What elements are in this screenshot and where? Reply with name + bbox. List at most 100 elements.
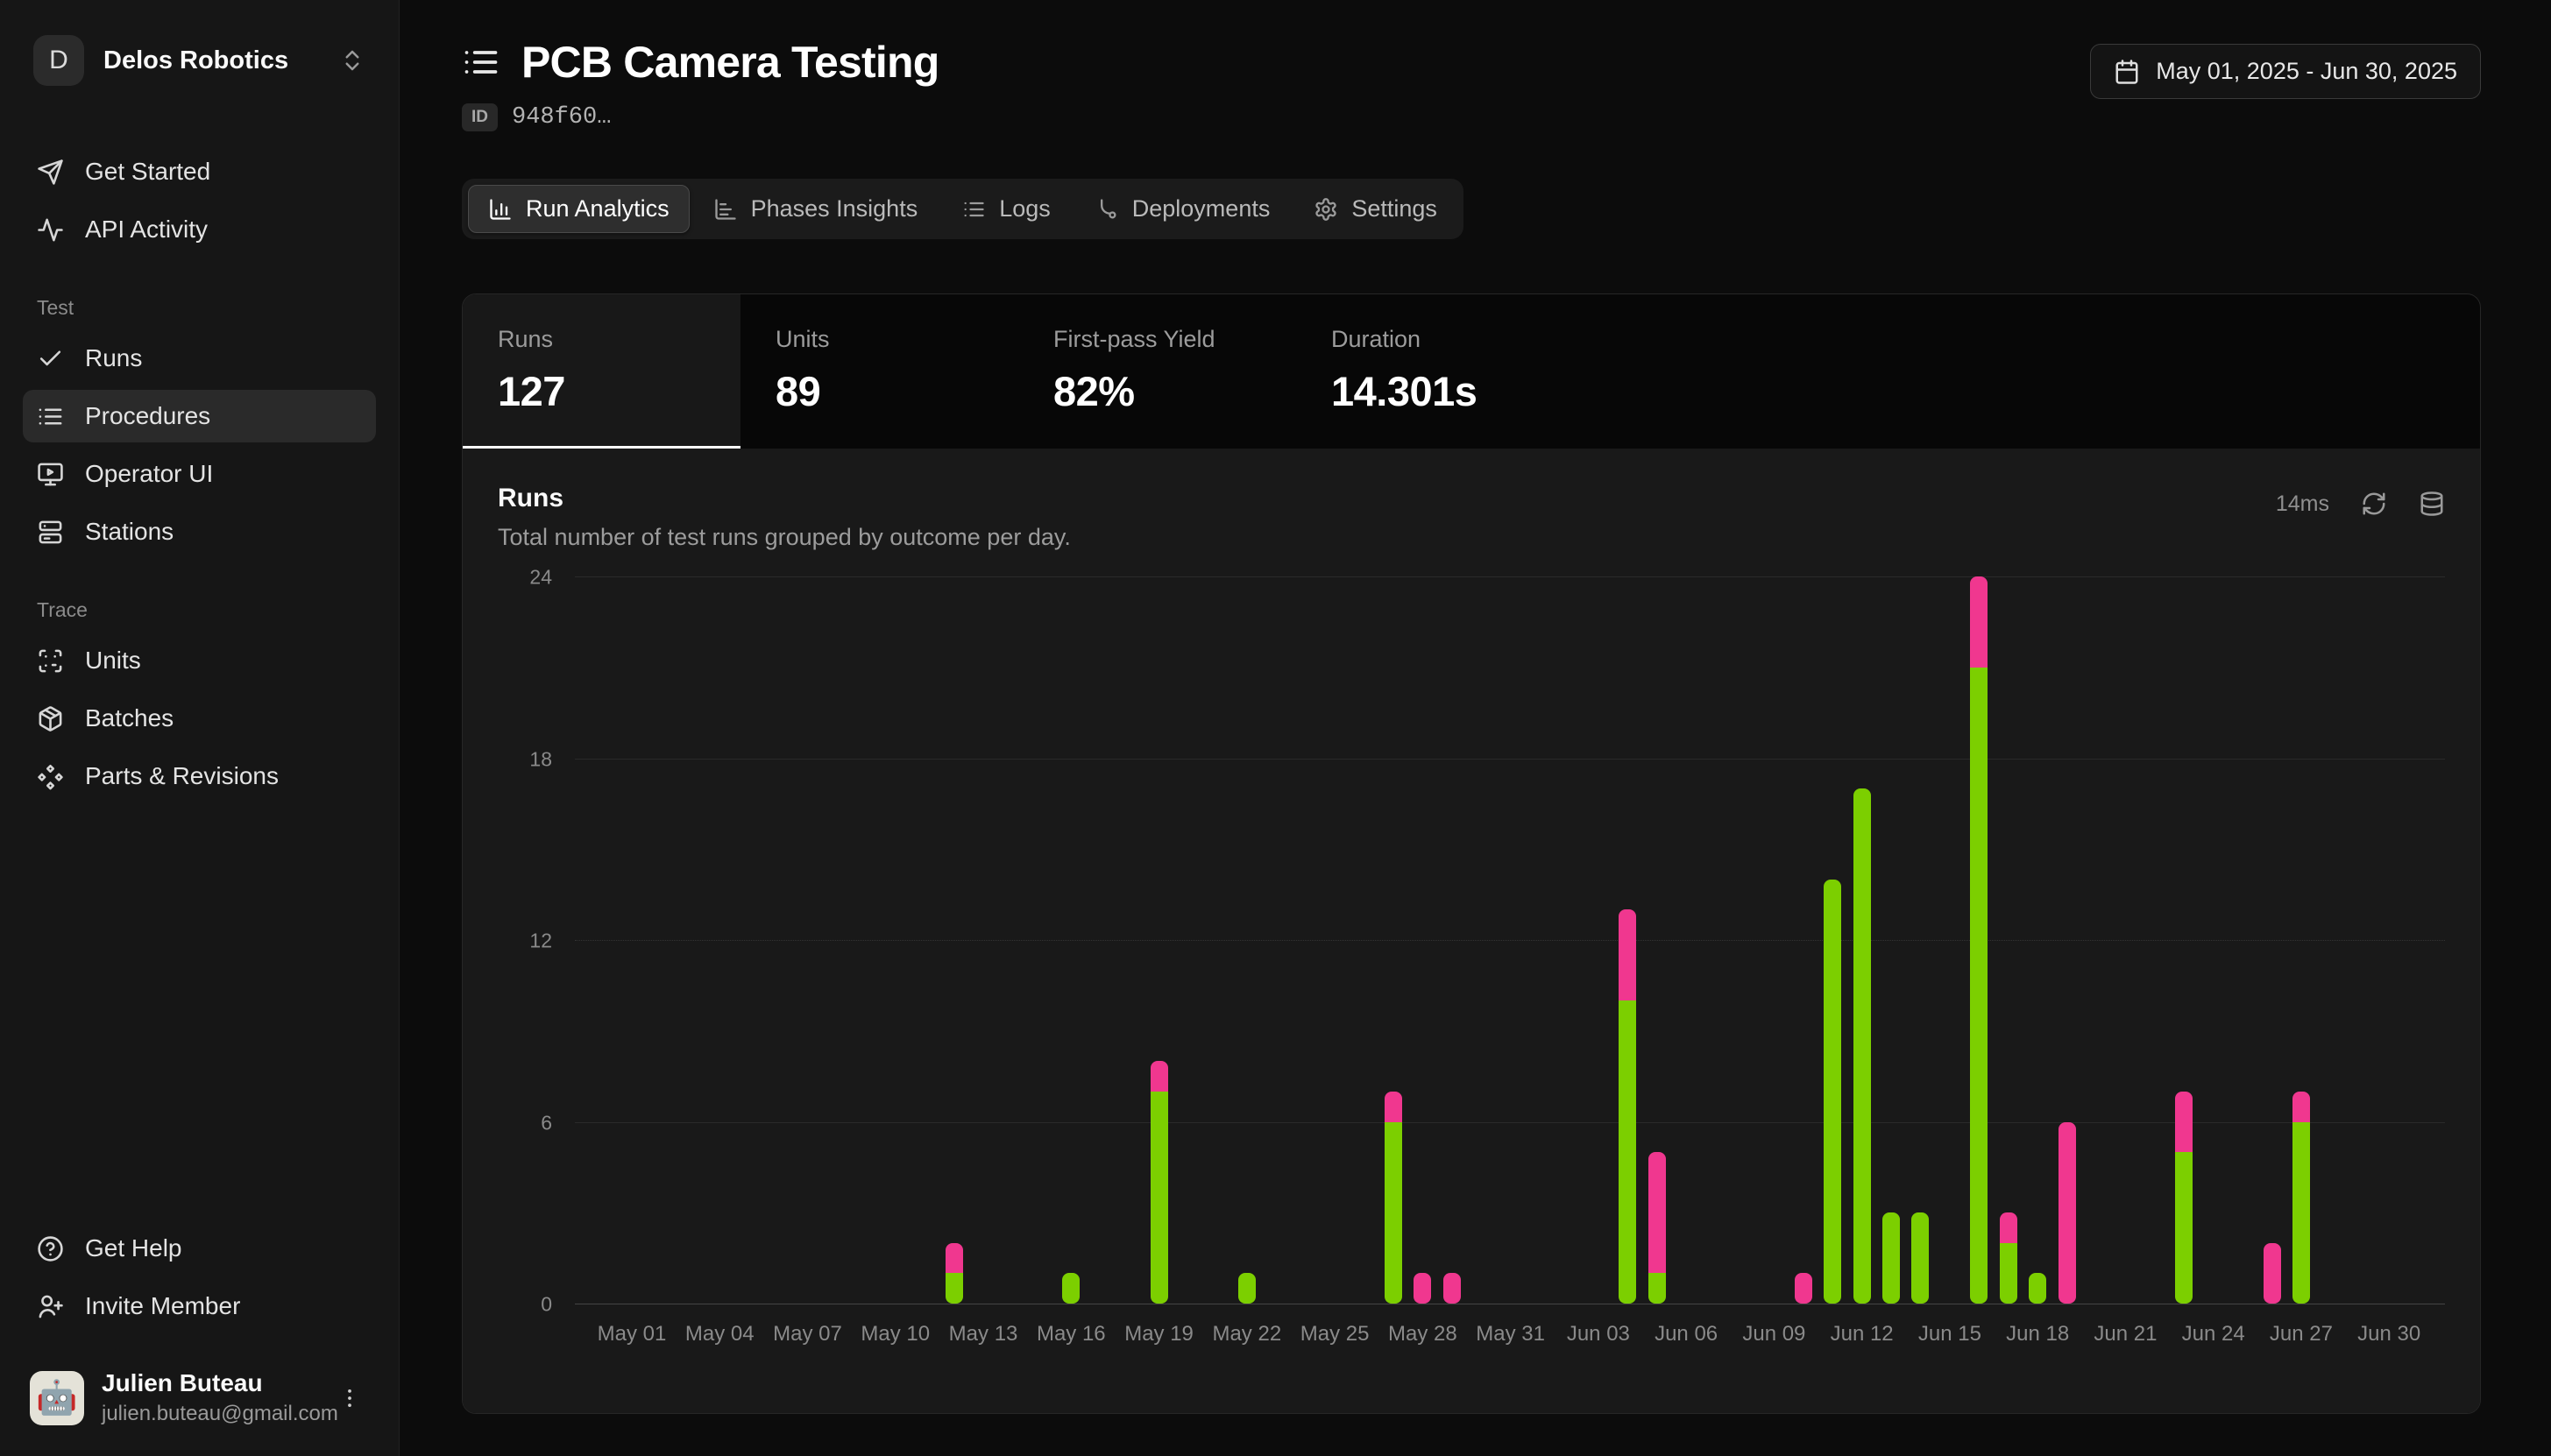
refresh-icon[interactable] (2361, 491, 2387, 517)
stat-value: 127 (498, 368, 565, 414)
sidebar-item-label: Stations (85, 518, 174, 545)
bar-jun-17[interactable] (1999, 1212, 2017, 1304)
analytics-panel: Runs 127 Units 89 First-pass Yield 82% Duratio… (462, 293, 2481, 1414)
bar-segment-passed (1062, 1273, 1081, 1304)
tab-run-analytics[interactable]: Run Analytics (468, 185, 690, 233)
x-tick-label-jun-12: Jun 12 (1830, 1322, 1894, 1346)
bar-jun-10[interactable] (1794, 1273, 1812, 1304)
bar-jun-18[interactable] (2029, 1273, 2047, 1304)
bar-segment-passed (2175, 1152, 2193, 1304)
x-tick-label-jun-03: Jun 03 (1566, 1322, 1630, 1346)
chart-column-icon (488, 197, 513, 222)
stat-duration[interactable]: Duration 14.301s (1296, 294, 1574, 449)
bar-jun-16[interactable] (1970, 576, 1988, 1304)
sidebar-item-label: Parts & Revisions (85, 762, 279, 789)
bar-jun-19[interactable] (2058, 1121, 2076, 1304)
plot (575, 576, 2445, 1304)
date-range-button[interactable]: May 01, 2025 - Jun 30, 2025 (2090, 44, 2481, 99)
bar-segment-failed (1999, 1212, 2017, 1243)
bar-may-16[interactable] (1062, 1273, 1081, 1304)
sidebar-item-api-activity[interactable]: API Activity (23, 203, 376, 256)
kebab-menu-icon[interactable] (330, 1379, 369, 1417)
user-name: Julien Buteau (102, 1369, 263, 1396)
stat-first-pass-yield[interactable]: First-pass Yield 82% (1018, 294, 1296, 449)
x-tick-label-may-13: May 13 (948, 1322, 1018, 1346)
sidebar-item-get-help[interactable]: Get Help (23, 1222, 376, 1275)
sidebar-item-label: Batches (85, 704, 174, 732)
tab-label: Deployments (1131, 195, 1271, 222)
tab-logs[interactable]: Logs (941, 185, 1071, 233)
x-tick-label-may-22: May 22 (1212, 1322, 1282, 1346)
bar-jun-26[interactable] (2263, 1242, 2281, 1304)
bar-jun-11[interactable] (1824, 879, 1842, 1304)
sidebar-item-runs[interactable]: Runs (23, 332, 376, 385)
chart-title: Runs (498, 484, 563, 512)
x-tick-label-jun-27: Jun 27 (2269, 1322, 2333, 1346)
tab-deployments[interactable]: Deployments (1074, 185, 1291, 233)
sidebar-group-test: Runs Procedures Operator UI Stations (23, 332, 376, 558)
bar-segment-passed (1648, 1273, 1666, 1304)
id-badge: ID (462, 103, 498, 131)
sidebar-item-batches[interactable]: Batches (23, 692, 376, 745)
sidebar-item-stations[interactable]: Stations (23, 505, 376, 558)
tab-phases-insights[interactable]: Phases Insights (693, 185, 939, 233)
send-icon (37, 159, 64, 186)
gridline-18 (575, 758, 2445, 760)
sidebar-item-label: Runs (85, 344, 143, 371)
y-tick-label-12: 12 (529, 929, 552, 952)
stat-label: First-pass Yield (1053, 326, 1215, 352)
bar-jun-14[interactable] (1911, 1212, 1930, 1304)
tab-bar: Run Analytics Phases Insights Logs Deployme… (462, 179, 1463, 239)
bar-may-29[interactable] (1442, 1273, 1461, 1304)
sidebar-item-label: API Activity (85, 216, 209, 243)
bar-may-19[interactable] (1150, 1061, 1168, 1304)
stat-label: Runs (498, 326, 554, 352)
sidebar-item-parts-revisions[interactable]: Parts & Revisions (23, 750, 376, 802)
bar-jun-27[interactable] (2292, 1091, 2310, 1304)
bar-jun-12[interactable] (1853, 788, 1871, 1304)
bar-jun-13[interactable] (1882, 1212, 1901, 1304)
x-tick-label-jun-15: Jun 15 (1917, 1322, 1981, 1346)
date-range-label: May 01, 2025 - Jun 30, 2025 (2156, 58, 2457, 84)
query-latency: 14ms (2275, 491, 2329, 516)
calendar-icon (2114, 59, 2140, 85)
bar-jun-23[interactable] (2175, 1091, 2193, 1304)
sidebar-item-units[interactable]: Units (23, 634, 376, 687)
sidebar-item-invite-member[interactable]: Invite Member (23, 1280, 376, 1332)
y-tick-label-0: 0 (541, 1292, 552, 1316)
bar-jun-05[interactable] (1648, 1152, 1666, 1304)
bar-segment-failed (945, 1242, 963, 1274)
tab-settings[interactable]: Settings (1293, 185, 1457, 233)
bar-segment-passed (1853, 788, 1871, 1304)
x-tick-label-jun-18: Jun 18 (2006, 1322, 2070, 1346)
sidebar-item-procedures[interactable]: Procedures (23, 390, 376, 442)
sidebar-item-operator-ui[interactable]: Operator UI (23, 448, 376, 500)
x-tick-label-jun-24: Jun 24 (2181, 1322, 2245, 1346)
sidebar-item-get-started[interactable]: Get Started (23, 145, 376, 198)
id-value: 948f60… (512, 104, 612, 131)
bar-jun-04[interactable] (1619, 909, 1637, 1304)
bar-may-12[interactable] (945, 1242, 963, 1304)
org-switcher[interactable]: D Delos Robotics (23, 30, 376, 91)
scan-icon (37, 647, 64, 675)
y-tick-label-6: 6 (541, 1111, 552, 1134)
tab-label: Run Analytics (526, 195, 670, 222)
procedure-id-row[interactable]: ID 948f60… (462, 103, 939, 131)
package-icon (37, 705, 64, 732)
x-tick-label-jun-09: Jun 09 (1742, 1322, 1806, 1346)
bar-segment-failed (1150, 1061, 1168, 1092)
bar-may-22[interactable] (1237, 1273, 1256, 1304)
chart-subtitle: Total number of test runs grouped by out… (498, 524, 1071, 550)
stat-value: 89 (776, 368, 821, 414)
section-label-trace: Trace (37, 598, 88, 621)
stat-runs[interactable]: Runs 127 (463, 294, 740, 449)
bar-may-27[interactable] (1384, 1091, 1402, 1304)
sidebar-primary-nav: Get Started API Activity (23, 145, 376, 256)
y-tick-label-18: 18 (529, 747, 552, 770)
bar-segment-passed (1970, 667, 1988, 1304)
bar-segment-failed (1648, 1152, 1666, 1274)
monitor-play-icon (37, 461, 64, 488)
stat-units[interactable]: Units 89 (740, 294, 1018, 449)
database-icon[interactable] (2419, 491, 2445, 517)
bar-may-28[interactable] (1414, 1273, 1432, 1304)
